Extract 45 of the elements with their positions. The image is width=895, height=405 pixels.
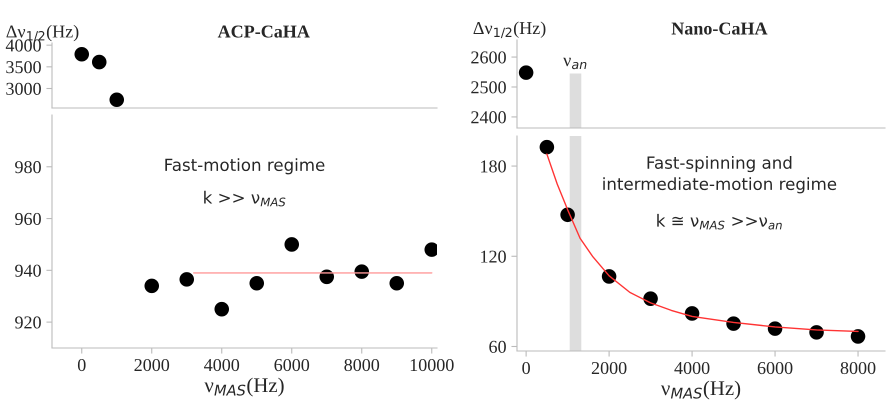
chart-title: ACP-CaHA [218, 25, 310, 38]
x-tick-label: 10000 [410, 358, 454, 372]
annotation: k >> ν$_{MAS}$ [204, 190, 286, 206]
point [540, 140, 554, 154]
y-tick-label: 940 [15, 264, 41, 277]
annotation: k ≅ ν$_{MAS}$ >>ν$_{an}$ [657, 214, 782, 230]
y-tick-label: 180 [481, 160, 506, 173]
x-tick-label: 0 [522, 362, 530, 374]
x-tick-label: 4000 [674, 362, 710, 374]
y-tick-label: 2500 [471, 81, 506, 94]
point [74, 46, 90, 62]
x-tick-label: 6000 [758, 362, 792, 374]
point [284, 237, 300, 252]
y-tick-label: 920 [15, 316, 41, 329]
x-tick-label: 6000 [274, 358, 310, 372]
y-axis-title: Δν$_{1/2}$(Hz) [474, 21, 546, 38]
y-tick-label: 3500 [6, 61, 41, 74]
annotation: Fast-motion regime [165, 158, 324, 174]
point [214, 302, 230, 316]
x-tick-label: 4000 [204, 358, 240, 372]
band-label: ν$_{an}$ [563, 58, 586, 70]
x-tick-label: 8000 [344, 358, 380, 372]
point [179, 272, 194, 287]
y-tick-label: 3000 [6, 82, 41, 95]
point [144, 278, 160, 294]
x-tick-label: 2000 [134, 358, 170, 372]
point [850, 329, 866, 344]
y-tick-label: 960 [15, 212, 41, 225]
y-tick-label: 980 [15, 161, 41, 174]
x-tick-label: 8000 [840, 362, 876, 374]
annotation: Fast-spinning and intermediate-motion regime [603, 156, 836, 194]
y-tick-label: 2600 [471, 51, 506, 64]
y-tick-label: 4000 [6, 39, 41, 52]
x-tick-label: 0 [78, 358, 86, 372]
y-tick-label: 2400 [471, 111, 506, 124]
x-axis-title: ν$_{MAS}$(Hz) [660, 380, 740, 400]
point [92, 54, 107, 70]
y-tick-label: 120 [481, 250, 506, 263]
point [389, 276, 404, 291]
y-tick-label: 60 [489, 340, 506, 353]
x-tick-label: 2000 [592, 362, 626, 374]
chart-title: Nano-CaHA [672, 22, 768, 35]
point [109, 92, 124, 108]
point [249, 276, 264, 291]
x-axis-title: ν$_{MAS}$(Hz) [204, 378, 284, 396]
